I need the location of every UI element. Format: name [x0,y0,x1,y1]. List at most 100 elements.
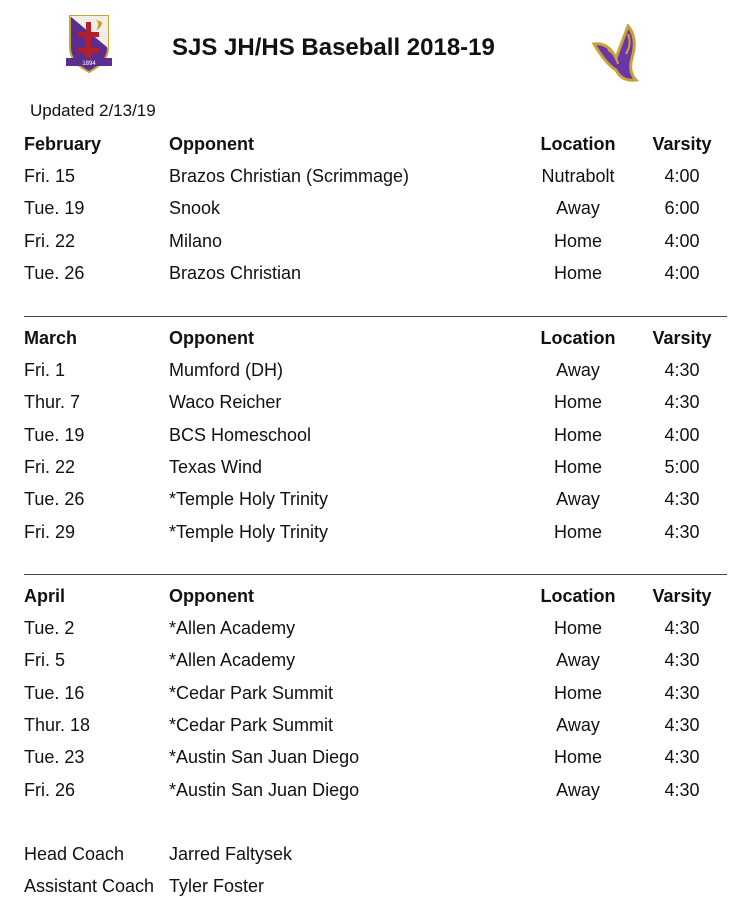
game-location: Home [553,747,602,768]
opponent-column-header: Opponent [169,586,254,606]
game-opponent: Mumford (DH) [169,360,284,380]
game-location: Home [553,230,602,251]
game-opponent: Milano [169,230,223,251]
game-row: Thur. 7 Waco Reicher Home 4:30 [0,392,755,416]
game-row: Fri. 29 *Temple Holy Trinity Home 4:30 [0,522,755,546]
game-location: Away [556,779,600,800]
varsity-column-header: Varsity [652,328,712,348]
game-opponent: *Temple Holy Trinity [169,489,329,510]
eagle-mascot-logo [591,24,640,82]
game-time: 5:00 [664,456,700,477]
game-location: Home [553,618,602,638]
game-location: Home [553,392,602,413]
game-row: Tue. 19 BCS Homeschool Home 4:00 [0,425,755,449]
game-time: 4:30 [664,360,700,380]
game-time: 4:00 [664,166,700,186]
game-date: Tue. 23 [24,747,85,768]
game-location: Away [556,714,600,735]
game-location: Home [553,262,602,283]
game-time: 4:00 [664,262,700,283]
game-opponent: *Allen Academy [169,618,296,638]
opponent-column-header: Opponent [169,134,254,154]
coach-name: Jarred Faltysek [169,844,293,864]
game-date: Tue. 19 [24,424,85,445]
game-time: 4:30 [664,747,700,768]
game-opponent: Brazos Christian [169,262,302,283]
game-opponent: *Austin San Juan Diego [169,747,360,768]
game-date: Tue. 19 [24,198,85,219]
updated-date: Updated 2/13/19 [30,101,156,120]
game-row: Fri. 15 Brazos Christian (Scrimmage) Nutra… [0,166,755,190]
game-location: Home [553,521,602,542]
game-date: Tue. 26 [24,262,85,283]
game-date: Fri. 15 [24,166,76,186]
game-row: Fri. 22 Milano Home 4:00 [0,231,755,255]
game-row: Tue. 23 *Austin San Juan Diego Home 4:30 [0,747,755,771]
page-title: SJS JH/HS Baseball 2018-19 [172,34,495,61]
game-opponent: *Austin San Juan Diego [169,779,360,800]
location-column-header: Location [540,134,616,154]
game-opponent: Brazos Christian (Scrimmage) [169,166,410,186]
section-divider [24,574,727,575]
game-location: Home [553,424,602,445]
game-time: 4:30 [664,392,700,413]
game-location: Away [556,650,600,671]
month-heading: March [24,328,78,348]
game-row: Tue. 19 Snook Away 6:00 [0,198,755,222]
coach-row: Assistant Coach Tyler Foster [0,876,755,900]
game-time: 4:30 [664,682,700,703]
svg-text:1894: 1894 [82,61,96,67]
game-row: Tue. 26 Brazos Christian Home 4:00 [0,263,755,287]
game-time: 6:00 [664,198,700,219]
varsity-column-header: Varsity [652,134,712,154]
game-date: Thur. 7 [24,392,81,413]
game-date: Fri. 26 [24,779,76,800]
game-date: Fri. 22 [24,456,76,477]
game-date: Tue. 2 [24,618,75,638]
month-heading: April [24,586,66,606]
section-divider [24,316,727,317]
game-time: 4:00 [664,230,700,251]
school-crest-logo: 1894 [66,15,112,74]
game-opponent: Waco Reicher [169,392,282,413]
game-time: 4:30 [664,779,700,800]
opponent-column-header: Opponent [169,328,254,348]
game-row: Tue. 26 *Temple Holy Trinity Away 4:30 [0,489,755,513]
game-time: 4:30 [664,489,700,510]
game-row: Fri. 5 *Allen Academy Away 4:30 [0,650,755,674]
game-time: 4:30 [664,714,700,735]
game-row: Fri. 1 Mumford (DH) Away 4:30 [0,360,755,384]
game-date: Fri. 1 [24,360,66,380]
coach-role: Assistant Coach [24,876,155,896]
game-date: Thur. 18 [24,714,91,735]
section-header-row: February Opponent Location Varsity [0,134,755,158]
game-time: 4:30 [664,521,700,542]
game-opponent: *Allen Academy [169,650,296,671]
game-time: 4:00 [664,424,700,445]
game-date: Fri. 29 [24,521,76,542]
month-heading: February [24,134,102,154]
game-location: Away [556,198,600,219]
coach-row: Head Coach Jarred Faltysek [0,844,755,868]
location-column-header: Location [540,586,616,606]
game-location: Home [553,456,602,477]
game-time: 4:30 [664,650,700,671]
game-location: Away [556,360,600,380]
game-date: Fri. 22 [24,230,76,251]
game-opponent: *Cedar Park Summit [169,714,334,735]
game-opponent: *Temple Holy Trinity [169,521,329,542]
game-date: Fri. 5 [24,650,66,671]
game-row: Fri. 26 *Austin San Juan Diego Away 4:30 [0,780,755,804]
game-date: Tue. 16 [24,682,85,703]
game-row: Tue. 16 *Cedar Park Summit Home 4:30 [0,683,755,707]
game-opponent: BCS Homeschool [169,424,312,445]
coach-role: Head Coach [24,844,125,864]
game-row: Thur. 18 *Cedar Park Summit Away 4:30 [0,715,755,739]
location-column-header: Location [540,328,616,348]
coach-name: Tyler Foster [169,876,265,896]
game-location: Nutrabolt [541,166,615,186]
varsity-column-header: Varsity [652,586,712,606]
game-date: Tue. 26 [24,489,85,510]
game-location: Home [553,682,602,703]
